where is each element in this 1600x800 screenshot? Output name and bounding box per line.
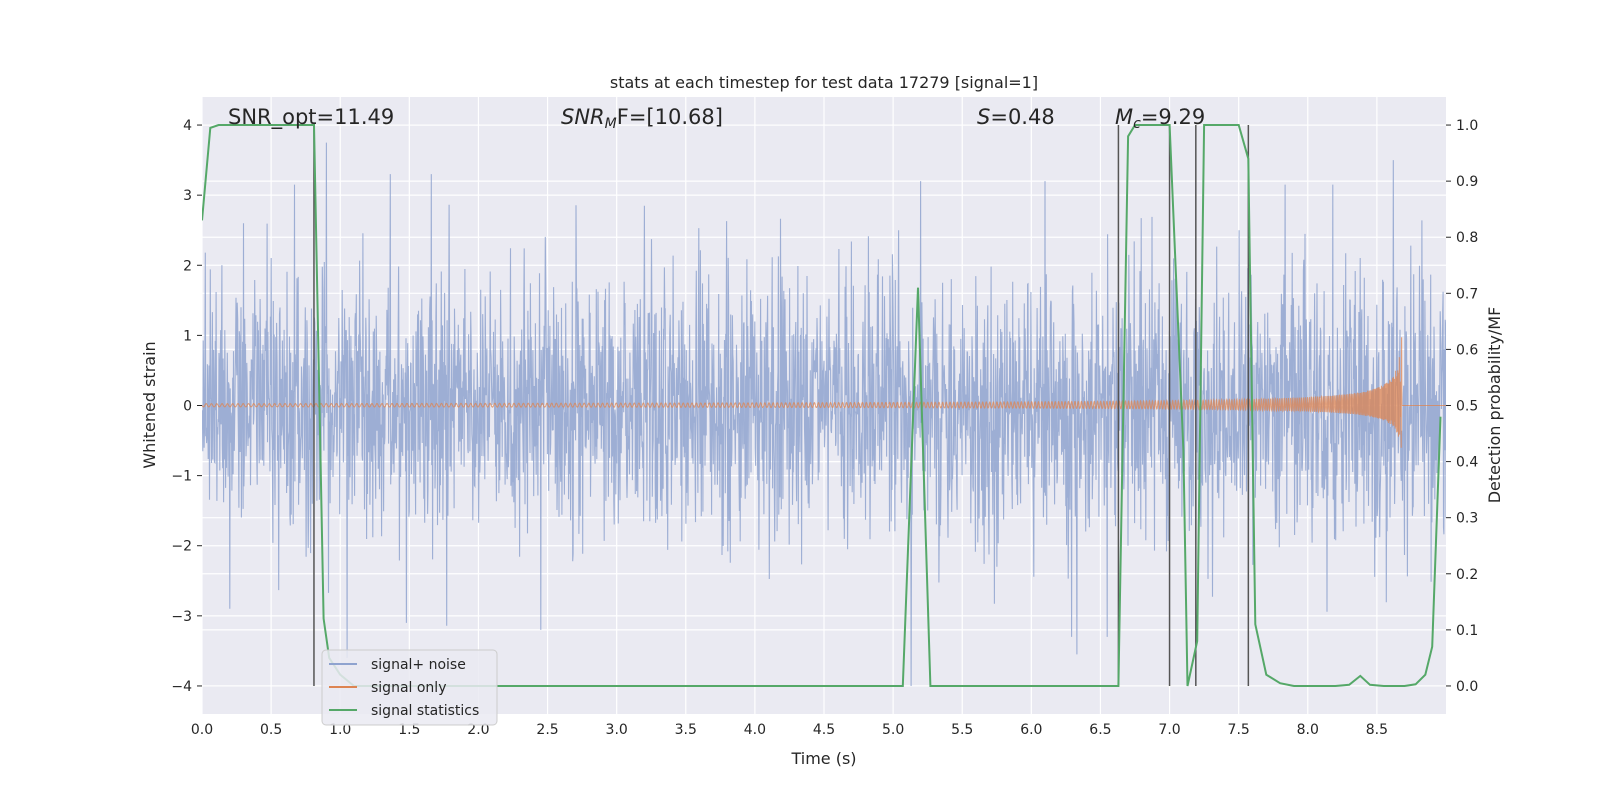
x-tick-label: 2.5 [536,722,558,738]
y-tick-label: 0 [183,399,192,415]
y2-tick-label: 0.7 [1456,286,1478,302]
legend-label-signal-only: signal only [371,680,446,696]
annotation-snr-mf-tail: F=[10.68] [617,105,723,129]
annotation-s-main: S [977,105,990,129]
x-tick-label: 7.5 [1228,722,1250,738]
y-tick-label: 2 [183,258,192,274]
y2-tick-label: 0.1 [1456,623,1478,639]
x-tick-label: 1.0 [329,722,351,738]
y-tick-label: −4 [171,679,192,695]
annotation-s-tail: =0.48 [990,105,1054,129]
x-tick-label: 4.0 [744,722,766,738]
y2-tick-label: 0.9 [1456,174,1478,190]
legend-box [321,649,498,726]
annotation-s: S=0.48 [977,105,1055,129]
annotation-snr-mf-main: SNR [561,105,605,129]
y-tick-label: −1 [171,469,192,485]
annotation-snr-mf-sub: M [605,116,617,132]
x-tick-label: 6.5 [1089,722,1111,738]
y-tick-label: 1 [183,328,192,344]
y2-tick-label: 0.4 [1456,455,1478,471]
plot-area [202,124,1446,687]
legend-label-signal-statistics: signal statistics [371,703,479,719]
y-tick-label: 3 [183,188,192,204]
x-axis-label: Time (s) [790,749,856,768]
annotation-snr-opt: SNR_opt=11.49 [228,105,394,130]
x-tick-label: 8.0 [1297,722,1319,738]
signal-statistics-series [202,124,1442,687]
x-tick-label: 2.0 [467,722,489,738]
annotation-mc-sub: c [1133,116,1141,132]
signal-only-series [202,337,1446,448]
annotation-mc: Mc=9.29 [1115,105,1205,132]
x-tick-label: 6.0 [1020,722,1042,738]
x-tick-label: 1.5 [398,722,420,738]
annotation-mc-main: M [1115,105,1133,129]
x-tick-label: 0.0 [191,722,213,738]
y2-axis-ticks: 0.0 0.1 0.2 0.3 0.4 0.5 0.6 0.7 0.8 0.9 1.0 [1446,118,1478,695]
y2-tick-label: 0.3 [1456,511,1478,527]
x-tick-label: 5.0 [882,722,904,738]
legend: signal+ noise signal only signal statist… [321,649,498,726]
y-tick-label: 4 [183,118,192,134]
signal-statistics-line [202,124,1442,687]
legend-label-signal-plus-noise: signal+ noise [371,657,466,673]
y2-tick-label: 0.8 [1456,230,1478,246]
annotation-snr-mf: SNRMF=[10.68] [561,105,723,132]
x-axis-ticks: 0.0 0.5 1.0 1.5 2.0 2.5 3.0 3.5 4.0 4.5 5.0 5.5 6.0 6… [191,722,1388,738]
y-tick-label: −3 [171,609,192,625]
x-tick-label: 7.0 [1158,722,1180,738]
x-tick-label: 0.5 [260,722,282,738]
x-tick-label: 3.5 [675,722,697,738]
y2-tick-label: 0.0 [1456,679,1478,695]
y-axis-ticks: −4 −3 −2 −1 0 1 2 3 4 [171,118,202,695]
y2-axis-label: Detection probability/MF [1485,307,1504,504]
signal-plus-noise-line [202,142,1446,687]
x-tick-label: 8.5 [1366,722,1388,738]
y-tick-label: −2 [171,539,192,555]
x-tick-label: 5.5 [951,722,973,738]
signal-only-line [202,337,1446,448]
chart-title: stats at each timestep for test data 172… [610,73,1038,92]
y2-tick-label: 1.0 [1456,118,1478,134]
x-tick-label: 3.0 [606,722,628,738]
signal-plus-noise-series [202,142,1446,687]
x-tick-label: 4.5 [813,722,835,738]
y2-tick-label: 0.6 [1456,342,1478,358]
y-axis-label: Whitened strain [140,341,159,468]
y2-tick-label: 0.2 [1456,567,1478,583]
annotation-mc-tail: =9.29 [1141,105,1205,129]
y2-tick-label: 0.5 [1456,399,1478,415]
